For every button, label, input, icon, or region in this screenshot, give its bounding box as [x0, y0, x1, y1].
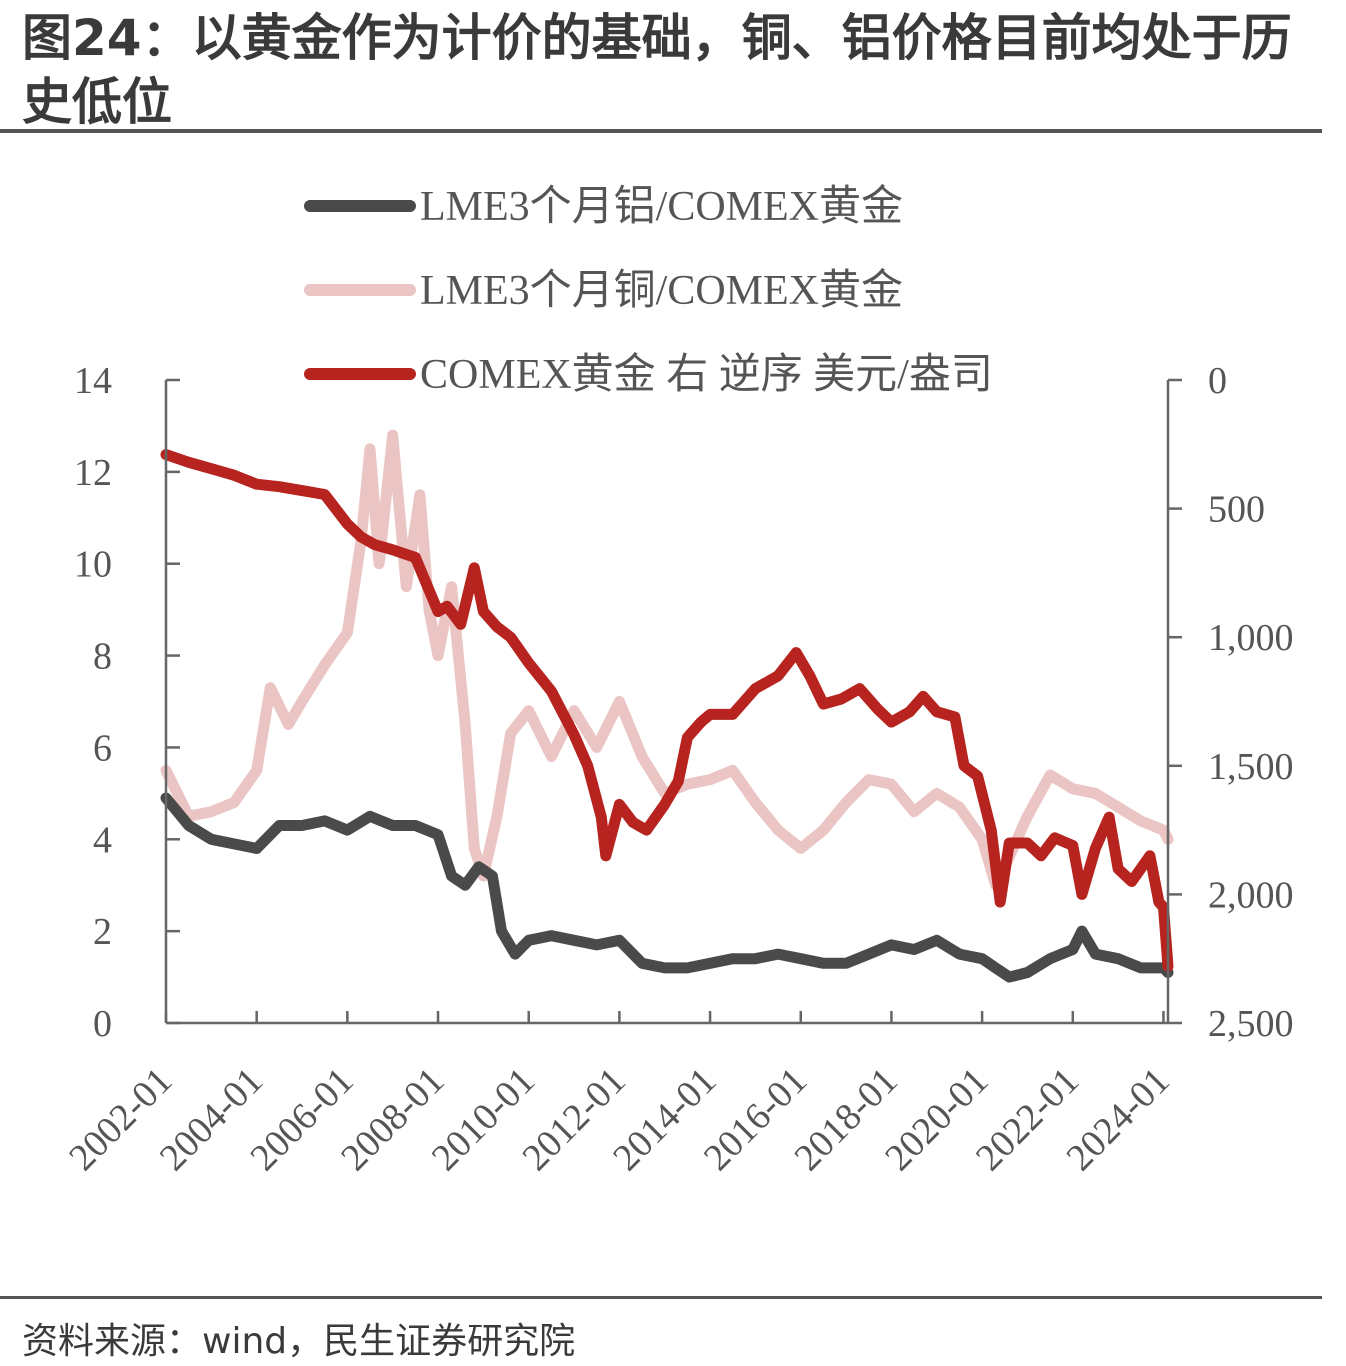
legend-label-gold: COMEX黄金 右 逆序 美元/盎司: [420, 351, 993, 398]
left-axis-tick-label: 14: [74, 360, 112, 402]
left-axis-tick-label: 12: [74, 452, 112, 494]
series-line-aluminum: [160, 792, 1174, 983]
chart-title: 图24：以黄金作为计价的基础，铜、铝价格目前均处于历史低位: [22, 9, 1292, 131]
footer-divider: [0, 1296, 1322, 1299]
legend-label-copper: LME3个月铜/COMEX黄金: [420, 267, 903, 314]
left-axis-tick-label: 8: [93, 636, 112, 678]
right-axis-tick-label: 2,500: [1208, 1003, 1294, 1045]
series-line-gold: [160, 449, 1174, 972]
left-axis-tick-label: 10: [74, 544, 112, 586]
left-axis-tick-label: 0: [93, 1003, 112, 1045]
right-axis-tick-label: 0: [1208, 360, 1227, 402]
source-note: 资料来源：wind，民生证券研究院: [22, 1321, 576, 1362]
left-axis-tick-label: 6: [93, 727, 112, 769]
legend: LME3个月铝/COMEX黄金 LME3个月铜/COMEX黄金 COMEX黄金 …: [304, 183, 993, 398]
left-axis-tick-label: 4: [93, 819, 112, 861]
left-axis-tick-label: 2: [93, 911, 112, 953]
right-axis-tick-label: 2,000: [1208, 874, 1294, 916]
right-axis-tick-label: 1,000: [1208, 617, 1294, 659]
x-axis-tick-label: 2024-01: [1059, 1060, 1178, 1179]
series-layer: [160, 429, 1174, 983]
chart: LME3个月铝/COMEX黄金 LME3个月铜/COMEX黄金 COMEX黄金 …: [61, 183, 1294, 1179]
title-divider: [0, 129, 1322, 133]
right-axis-tick-label: 500: [1208, 489, 1265, 531]
right-axis-tick-label: 1,500: [1208, 746, 1294, 788]
legend-label-aluminum: LME3个月铝/COMEX黄金: [420, 183, 903, 230]
